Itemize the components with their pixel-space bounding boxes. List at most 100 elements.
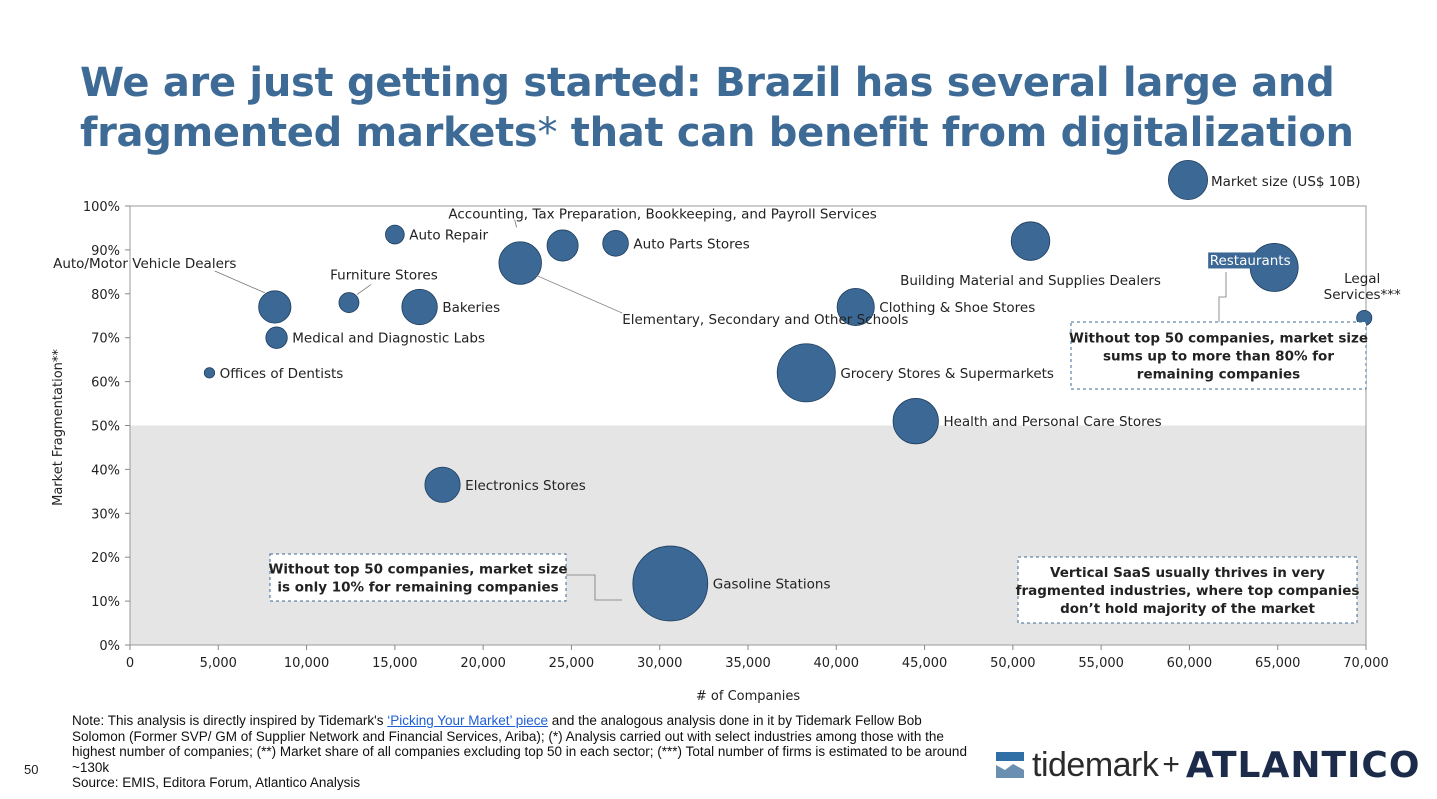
label-legal-services-line2: Services***: [1324, 287, 1401, 303]
bubble-furniture-stores: [338, 292, 360, 313]
source-note: Source: EMIS, Editora Forum, Atlantico A…: [72, 775, 361, 790]
leader-callout-restaurants: [1218, 272, 1227, 322]
bubble-gasoline-stations: [632, 545, 709, 622]
x-tick-label: 20,000: [460, 656, 506, 671]
label-clothing-shoe-stores: Clothing & Shoe Stores: [879, 300, 1035, 316]
y-tick-label: 0%: [99, 639, 120, 654]
footnote: Note: This analysis is directly inspired…: [72, 713, 972, 791]
x-tick-label: 15,000: [372, 656, 418, 671]
label-furniture-stores: Furniture Stores: [330, 268, 438, 284]
label-accounting-tax-preparation-bookkeeping-and-payroll-services: Accounting, Tax Preparation, Bookkeeping…: [448, 207, 876, 223]
bubble-auto-parts-stores: [602, 230, 629, 257]
bubble-elementary-secondary-and-other-schools: [498, 241, 542, 285]
bubble-building-material-and-supplies-dealers: [1010, 221, 1051, 261]
title-asterisk: *: [537, 110, 558, 156]
callout-vertical-saas: [1017, 556, 1358, 624]
callout-vertical-saas-line: fragmented industries, where top compani…: [1016, 583, 1360, 599]
label-bakeries: Bakeries: [442, 300, 500, 316]
y-tick-label: 100%: [83, 200, 120, 215]
x-tick-label: 70,000: [1343, 656, 1389, 671]
leader-furniture-stores: [356, 284, 372, 295]
title-line-2: fragmented markets* that can benefit fro…: [80, 108, 1380, 158]
y-tick-label: 20%: [91, 551, 120, 566]
tidemark-logo-icon: [996, 752, 1024, 778]
callout-gasoline-line: is only 10% for remaining companies: [277, 580, 558, 596]
label-elementary-secondary-and-other-schools: Elementary, Secondary and Other Schools: [622, 312, 908, 328]
callout-restaurants-line: Without top 50 companies, market size: [1069, 331, 1368, 347]
label-grocery-stores-supermarkets: Grocery Stores & Supermarkets: [840, 366, 1054, 382]
x-tick-label: 5,000: [200, 656, 237, 671]
y-tick-label: 40%: [91, 463, 120, 478]
y-tick-label: 30%: [91, 507, 120, 522]
leader-accounting-tax-preparation-bookkeeping-and-payroll-services: [514, 219, 517, 228]
x-tick-label: 25,000: [549, 656, 595, 671]
title-line-2-part-a: fragmented markets: [80, 110, 538, 156]
callout-restaurants: [1070, 321, 1367, 390]
title-line-1: We are just getting started: Brazil has …: [80, 60, 1335, 106]
bubble-bakeries: [401, 288, 438, 326]
callout-restaurants-line: remaining companies: [1137, 367, 1300, 383]
y-tick-label: 50%: [91, 420, 120, 435]
x-tick-label: 10,000: [284, 656, 330, 671]
legend-bubble: [1167, 159, 1209, 201]
callout-vertical-saas-line: Vertical SaaS usually thrives in very: [1050, 565, 1325, 581]
label-medical-and-diagnostic-labs: Medical and Diagnostic Labs: [292, 331, 485, 347]
bubble-health-and-personal-care-stores: [892, 398, 939, 445]
x-tick-label: 65,000: [1255, 656, 1301, 671]
y-tick-label: 70%: [91, 332, 120, 347]
page-number: 50: [24, 762, 39, 777]
atlantico-wordmark: ATLANTICO: [1185, 744, 1421, 786]
page-title: We are just getting started: Brazil has …: [80, 58, 1380, 158]
label-offices-of-dentists: Offices of Dentists: [220, 366, 344, 382]
y-tick-label: 10%: [91, 595, 120, 610]
bubble-auto-motor-vehicle-dealers: [258, 290, 292, 324]
bubble-grocery-stores-supermarkets: [776, 343, 836, 403]
x-tick-label: 55,000: [1078, 656, 1124, 671]
x-tick-label: 0: [126, 656, 134, 671]
label-auto-repair: Auto Repair: [409, 228, 488, 244]
logo-plus: +: [1162, 748, 1180, 781]
label-restaurants: Restaurants: [1210, 253, 1291, 269]
y-tick-label: 60%: [91, 376, 120, 391]
callout-gasoline-box: [269, 553, 567, 602]
label-gasoline-stations: Gasoline Stations: [713, 577, 831, 593]
picking-your-market-link[interactable]: ‘Picking Your Market’ piece: [387, 713, 549, 728]
tidemark-wordmark: tidemark: [1032, 745, 1159, 784]
callout-vertical-saas-line: don’t hold majority of the market: [1060, 601, 1315, 617]
callout-vertical-saas-box: [1017, 556, 1358, 624]
x-tick-label: 60,000: [1167, 656, 1213, 671]
callout-gasoline: [269, 553, 567, 602]
bubble-offices-of-dentists: [203, 367, 216, 379]
x-tick-label: 40,000: [814, 656, 860, 671]
x-tick-label: 50,000: [990, 656, 1036, 671]
bubble-electronics-stores: [424, 466, 461, 503]
title-line-2-part-b: that can benefit from digitalization: [557, 110, 1354, 156]
bubble-medical-and-diagnostic-labs: [265, 326, 288, 349]
label-electronics-stores: Electronics Stores: [465, 478, 586, 494]
bubble-auto-repair: [385, 224, 405, 245]
label-auto-parts-stores: Auto Parts Stores: [633, 236, 749, 252]
callout-restaurants-box: [1070, 321, 1367, 390]
label-auto-motor-vehicle-dealers: Auto/Motor Vehicle Dealers: [53, 256, 236, 272]
y-axis-label: Market Fragmentation**: [51, 349, 66, 506]
x-axis-label: # of Companies: [696, 689, 800, 704]
y-tick-label: 80%: [91, 288, 120, 303]
note-rest: and the analogous analysis done in it by…: [72, 713, 967, 775]
callout-gasoline-line: Without top 50 companies, market size: [268, 562, 567, 578]
bubble-accounting-tax-preparation-bookkeeping-and-payroll-services: [546, 229, 579, 262]
leader-elementary-secondary-and-other-schools: [535, 274, 623, 314]
callout-restaurants-line: sums up to more than 80% for: [1103, 349, 1334, 365]
x-tick-label: 30,000: [637, 656, 683, 671]
bubble-clothing-shoe-stores: [836, 287, 875, 326]
note-prefix: Note: This analysis is directly inspired…: [72, 713, 388, 728]
legend-label: Market size (US$ 10B): [1211, 174, 1360, 190]
label-health-and-personal-care-stores: Health and Personal Care Stores: [943, 414, 1161, 430]
leader-auto-motor-vehicle-dealers: [214, 270, 265, 294]
x-tick-label: 35,000: [725, 656, 771, 671]
partner-logos: tidemark + ATLANTICO: [996, 742, 1420, 788]
label-legal-services: Legal: [1344, 271, 1380, 287]
leader-callout-gasoline: [566, 574, 622, 601]
restaurants-label-box: [1208, 252, 1293, 269]
label-building-material-and-supplies-dealers: Building Material and Supplies Dealers: [900, 273, 1161, 289]
